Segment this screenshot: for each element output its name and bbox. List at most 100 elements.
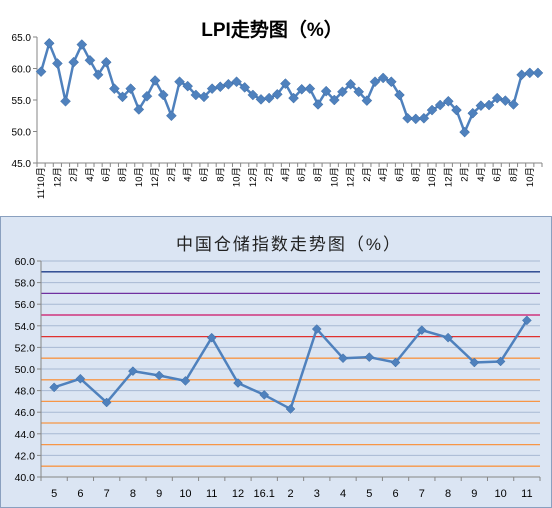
- lpi-data-point: [263, 92, 275, 104]
- warehouse-x-tick-label: 6: [77, 488, 83, 500]
- lpi-data-point: [345, 78, 356, 90]
- lpi-data-point: [182, 80, 194, 92]
- warehouse-chart-title: 中国仓储指数走势图（%）: [176, 235, 402, 254]
- warehouse-y-tick-label: 46.0: [15, 407, 36, 419]
- lpi-x-tick-label: 2月: [460, 167, 471, 182]
- warehouse-x-tick-label: 2: [287, 488, 293, 500]
- lpi-x-tick-label: 10月: [525, 167, 536, 187]
- warehouse-x-tick-label: 3: [314, 488, 320, 500]
- warehouse-x-tick-label: 10: [494, 488, 506, 500]
- lpi-data-point: [231, 76, 242, 88]
- lpi-data-point: [84, 54, 96, 66]
- warehouse-y-tick-label: 44.0: [15, 429, 36, 441]
- lpi-data-point: [271, 88, 283, 100]
- lpi-x-tick-label: 4月: [183, 167, 194, 182]
- warehouse-x-tick-label: 9: [471, 488, 477, 500]
- warehouse-data-point: [233, 378, 243, 388]
- lpi-data-point: [35, 66, 47, 78]
- warehouse-chart-panel: 中国仓储指数走势图（%） 40.0 42.0 44.0 46.0 48.0 50.0 52.…: [0, 216, 552, 508]
- lpi-data-point: [361, 95, 373, 106]
- lpi-y-tick-label: 45.0: [12, 159, 32, 170]
- lpi-data-point: [100, 56, 112, 68]
- lpi-chart-title: LPI走势图（%）: [201, 18, 342, 41]
- lpi-y-tick-label: 55.0: [12, 96, 32, 107]
- lpi-x-tick-label: 8月: [313, 167, 324, 182]
- lpi-data-point: [304, 83, 316, 95]
- lpi-data-point: [524, 67, 536, 79]
- lpi-data-point: [133, 104, 145, 115]
- lpi-y-tick-label: 65.0: [12, 33, 32, 44]
- warehouse-y-tick-label: 40.0: [15, 472, 36, 484]
- lpi-data-point: [247, 89, 259, 101]
- lpi-x-tick-label: 11’10月: [36, 167, 47, 199]
- lpi-data-point: [418, 112, 430, 124]
- lpi-data-point: [223, 78, 234, 90]
- warehouse-data-point: [154, 370, 165, 381]
- warehouse-data-point: [49, 382, 59, 393]
- warehouse-data-point: [469, 357, 480, 368]
- warehouse-index-chart: 中国仓储指数走势图（%） 40.0 42.0 44.0 46.0 48.0 50.0 52.…: [15, 235, 541, 500]
- warehouse-data-point: [180, 376, 191, 386]
- lpi-data-point: [337, 86, 348, 98]
- warehouse-data-point: [311, 324, 322, 334]
- lpi-x-tick-label: 12月: [150, 167, 161, 187]
- lpi-x-tick-label: 12月: [346, 167, 357, 187]
- lpi-data-point: [402, 112, 413, 124]
- lpi-data-point: [255, 94, 267, 105]
- warehouse-data-point: [522, 315, 532, 326]
- lpi-data-point: [60, 95, 71, 107]
- lpi-x-tick-label: 12月: [52, 167, 63, 187]
- warehouse-data-point: [364, 352, 375, 362]
- lpi-x-tick-label: 4月: [85, 167, 96, 182]
- lpi-x-tick-label: 4月: [378, 167, 389, 182]
- lpi-data-point: [109, 83, 120, 95]
- lpi-data-point: [394, 89, 405, 101]
- lpi-data-point: [442, 95, 454, 107]
- lpi-x-tick-label: 4月: [280, 167, 291, 182]
- lpi-chart-panel: LPI走势图（%） 45.0 50.0 55.0 60.0 65.0 11’10月 12月 2…: [0, 0, 552, 216]
- warehouse-y-tick-label: 50.0: [15, 364, 36, 376]
- warehouse-y-tick-label: 52.0: [15, 342, 36, 354]
- lpi-chart: LPI走势图（%） 45.0 50.0 55.0 60.0 65.0 11’10月 12月 2…: [12, 18, 544, 199]
- lpi-x-tick-label: 8月: [215, 167, 226, 182]
- warehouse-y-tick-label: 60.0: [15, 256, 36, 268]
- lpi-data-point: [369, 76, 381, 88]
- lpi-data-point: [92, 69, 104, 81]
- lpi-data-point: [141, 90, 153, 102]
- lpi-data-point: [149, 75, 161, 86]
- lpi-data-point: [410, 113, 422, 125]
- lpi-x-tick-label: 10月: [329, 167, 340, 187]
- warehouse-x-tick-label: 16.1: [254, 488, 275, 500]
- lpi-x-tick-label: 6月: [492, 167, 503, 182]
- lpi-data-point: [198, 91, 210, 103]
- lpi-data-point: [52, 58, 63, 69]
- lpi-y-tick-label: 60.0: [12, 65, 32, 76]
- warehouse-y-tick-label: 42.0: [15, 450, 36, 462]
- warehouse-data-point: [75, 373, 86, 384]
- lpi-data-point: [296, 83, 308, 95]
- warehouse-x-tick-label: 7: [104, 488, 110, 500]
- lpi-data-point: [174, 76, 185, 88]
- warehouse-data-point: [259, 390, 270, 400]
- warehouse-data-point: [128, 366, 138, 377]
- warehouse-y-tick-label: 56.0: [15, 299, 36, 311]
- warehouse-x-tick-label: 11: [521, 488, 532, 500]
- lpi-data-point: [68, 56, 80, 68]
- lpi-data-point: [288, 92, 299, 104]
- lpi-x-tick-label: 2月: [362, 167, 373, 182]
- warehouse-data-point: [390, 357, 401, 368]
- lpi-data-point: [377, 72, 389, 84]
- warehouse-y-tick-label: 58.0: [15, 278, 36, 290]
- lpi-data-point: [483, 99, 495, 111]
- lpi-data-point: [312, 99, 324, 110]
- lpi-x-tick-label: 6月: [297, 167, 308, 182]
- warehouse-data-point: [416, 325, 427, 335]
- lpi-x-tick-label: 10月: [134, 167, 145, 187]
- lpi-x-tick-label: 8月: [508, 167, 519, 182]
- warehouse-x-tick-label: 9: [156, 488, 162, 500]
- lpi-data-point: [190, 89, 202, 101]
- lpi-x-tick-label: 10月: [427, 167, 438, 187]
- lpi-data-point: [508, 99, 519, 110]
- warehouse-data-point: [495, 356, 506, 367]
- lpi-data-point: [214, 81, 226, 93]
